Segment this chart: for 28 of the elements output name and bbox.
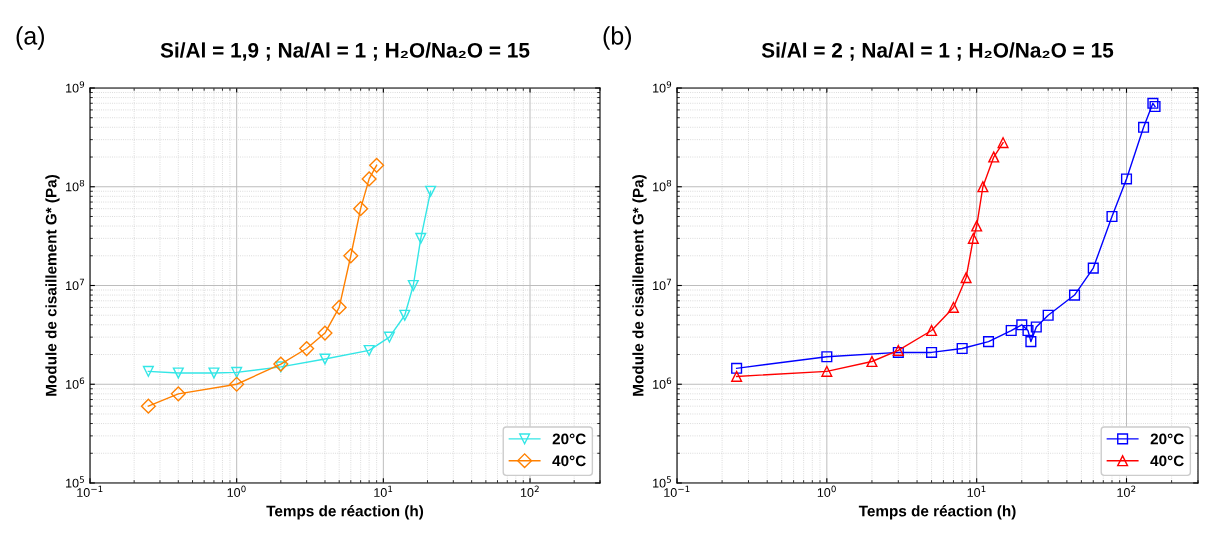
legend-label: 20°C <box>1150 433 1184 445</box>
x-axis-title: Temps de réaction (h) <box>266 505 424 520</box>
x-tick-label: 10$^{2}$ <box>1117 485 1136 497</box>
y-axis-title: Module de cisaillement G* (Pa) <box>45 175 60 396</box>
legend-label: 40°C <box>1150 455 1184 467</box>
x-tick-label: 10$^{0}$ <box>817 485 836 497</box>
y-tick-label: 10$^{8}$ <box>66 179 85 192</box>
legend-label: 40°C <box>552 455 586 467</box>
x-tick-label: 10$^{1}$ <box>967 485 986 497</box>
y-tick-label: 10$^{9}$ <box>653 81 672 93</box>
y-tick-label: 10$^{6}$ <box>653 377 672 389</box>
y-axis-title: Module de cisaillement G* (Pa) <box>632 175 647 396</box>
chart-title: Si/Al = 1,9 ; Na/Al = 1 ; H₂O/Na₂O = 15 <box>160 42 530 61</box>
y-tick-label: 10$^{6}$ <box>66 377 85 389</box>
y-tick-label: 10$^{7}$ <box>66 278 84 291</box>
text: (a) <box>16 26 44 50</box>
y-tick-label: 10$^{5}$ <box>653 476 671 488</box>
y-tick-label: 10$^{5}$ <box>66 476 84 488</box>
x-tick-label: 10$^{0}$ <box>227 485 246 497</box>
text: (b) <box>603 26 631 50</box>
y-tick-label: 10$^{9}$ <box>66 81 85 93</box>
x-tick-label: 10$^{2}$ <box>520 485 539 497</box>
y-tick-label: 10$^{7}$ <box>653 278 671 291</box>
y-tick-label: 10$^{8}$ <box>653 179 672 192</box>
x-tick-label: 10$^{1}$ <box>374 485 393 497</box>
legend-label: 20°C <box>552 433 586 445</box>
x-axis-title: Temps de réaction (h) <box>858 505 1016 520</box>
chart-title: Si/Al = 2 ; Na/Al = 1 ; H₂O/Na₂O = 15 <box>761 42 1114 61</box>
